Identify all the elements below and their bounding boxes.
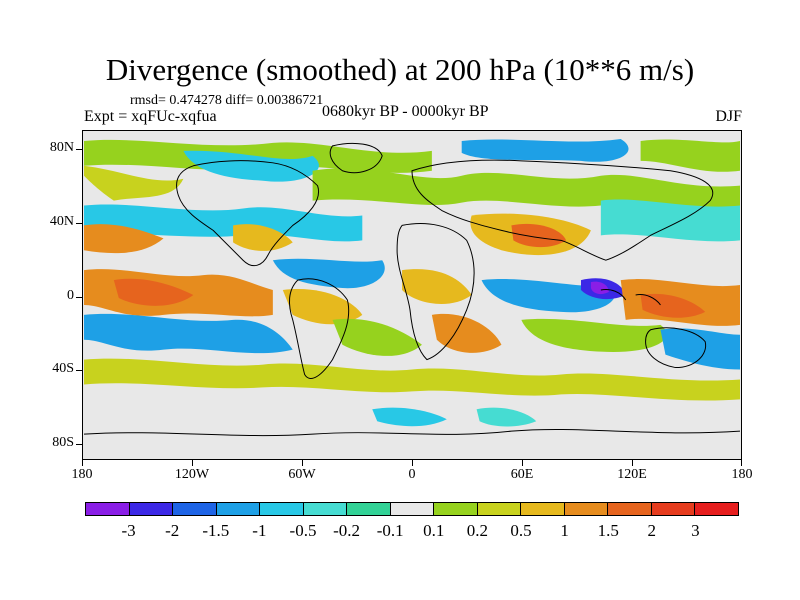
colorbar-label: -2 bbox=[165, 521, 180, 540]
field-patch bbox=[521, 318, 667, 353]
colorbar-segment bbox=[216, 503, 261, 515]
colorbar-label: 1.5 bbox=[597, 521, 619, 540]
field-patch bbox=[372, 407, 447, 427]
lon-tick bbox=[522, 460, 523, 466]
colorbar-segment bbox=[347, 503, 391, 515]
field-patch bbox=[84, 204, 363, 242]
field-patch bbox=[183, 150, 319, 182]
field-patch bbox=[332, 318, 422, 356]
experiment-label: Expt = xqFUc-xqfua bbox=[84, 108, 217, 125]
lon-label-180w: 180 bbox=[71, 467, 93, 482]
lat-tick bbox=[76, 223, 82, 224]
colorbar-segment bbox=[129, 503, 174, 515]
lon-label-120e: 120E bbox=[617, 467, 647, 482]
lon-tick bbox=[82, 460, 83, 466]
coastlines bbox=[83, 142, 741, 437]
field-patch bbox=[84, 358, 740, 401]
divergence-field bbox=[83, 131, 741, 459]
period-label: 0680kyr BP - 0000kyr BP bbox=[322, 103, 489, 120]
field-patch bbox=[233, 224, 293, 251]
lon-label-180e: 180 bbox=[731, 467, 753, 482]
lat-label-40s: 40S bbox=[52, 361, 74, 376]
colorbar-segment bbox=[260, 503, 304, 515]
lon-tick bbox=[741, 460, 742, 466]
colorbar-segment bbox=[434, 503, 478, 515]
lat-tick bbox=[76, 297, 82, 298]
colorbar-segment bbox=[390, 503, 435, 515]
field-patch bbox=[640, 293, 706, 318]
field-patch bbox=[272, 258, 385, 289]
map-title: Divergence (smoothed) at 200 hPa (10**6 … bbox=[105, 52, 695, 87]
colorbar-label: 0.5 bbox=[510, 521, 532, 540]
colorbar-segment bbox=[564, 503, 609, 515]
lon-tick bbox=[412, 460, 413, 466]
colorbar-segment bbox=[86, 503, 130, 515]
colorbar-label: -1 bbox=[252, 521, 267, 540]
colorbar-segment bbox=[173, 503, 217, 515]
colorbar-label: -3 bbox=[121, 521, 136, 540]
colorbar-label: 1 bbox=[560, 521, 569, 540]
field-patch bbox=[431, 313, 502, 353]
colorbar-label: -0.2 bbox=[333, 521, 361, 540]
lon-label-60e: 60E bbox=[510, 467, 534, 482]
field-patch bbox=[402, 269, 472, 305]
lon-label-60w: 60W bbox=[288, 467, 316, 482]
lat-tick bbox=[76, 149, 82, 150]
lat-label-40n: 40N bbox=[49, 214, 74, 229]
lat-label-0: 0 bbox=[67, 288, 74, 303]
stats-label: rmsd= 0.474278 diff= 0.00386721 bbox=[130, 93, 324, 108]
field-patch bbox=[511, 223, 567, 248]
lon-label-120w: 120W bbox=[174, 467, 210, 482]
lon-tick bbox=[192, 460, 193, 466]
lon-tick bbox=[302, 460, 303, 466]
colorbar-label: 0.2 bbox=[466, 521, 489, 540]
field-patch bbox=[600, 199, 740, 242]
colorbar-label: -0.5 bbox=[289, 521, 317, 540]
lat-tick bbox=[76, 370, 82, 371]
field-patch bbox=[590, 281, 609, 295]
colorbar-segment bbox=[651, 503, 696, 515]
colorbar bbox=[85, 502, 739, 516]
colorbar-segment bbox=[695, 503, 738, 515]
field-patch bbox=[461, 138, 629, 162]
lat-label-80n: 80N bbox=[49, 140, 74, 155]
field-patch bbox=[282, 289, 363, 325]
colorbar-segment bbox=[608, 503, 652, 515]
field-patch bbox=[84, 224, 164, 254]
map-panel bbox=[82, 130, 742, 460]
colorbar-segment bbox=[303, 503, 348, 515]
lon-label-0: 0 bbox=[408, 467, 416, 482]
colorbar-label: -0.1 bbox=[376, 521, 404, 540]
colorbar-label: 0.1 bbox=[423, 521, 445, 540]
lon-tick bbox=[632, 460, 633, 466]
lat-label-80s: 80S bbox=[52, 435, 74, 450]
colorbar-segment bbox=[521, 503, 565, 515]
season-label: DJF bbox=[715, 108, 742, 125]
field-patch bbox=[640, 139, 740, 172]
colorbar-label: 2 bbox=[647, 521, 657, 540]
field-patch bbox=[84, 165, 184, 201]
field-patch bbox=[660, 328, 740, 370]
field-patch bbox=[84, 313, 293, 354]
colorbar-segment bbox=[477, 503, 522, 515]
colorbar-label: 3 bbox=[691, 521, 700, 540]
field-patch bbox=[113, 278, 194, 306]
colorbar-label: -1.5 bbox=[202, 521, 230, 540]
lat-tick bbox=[76, 444, 82, 445]
field-patch bbox=[476, 407, 537, 427]
